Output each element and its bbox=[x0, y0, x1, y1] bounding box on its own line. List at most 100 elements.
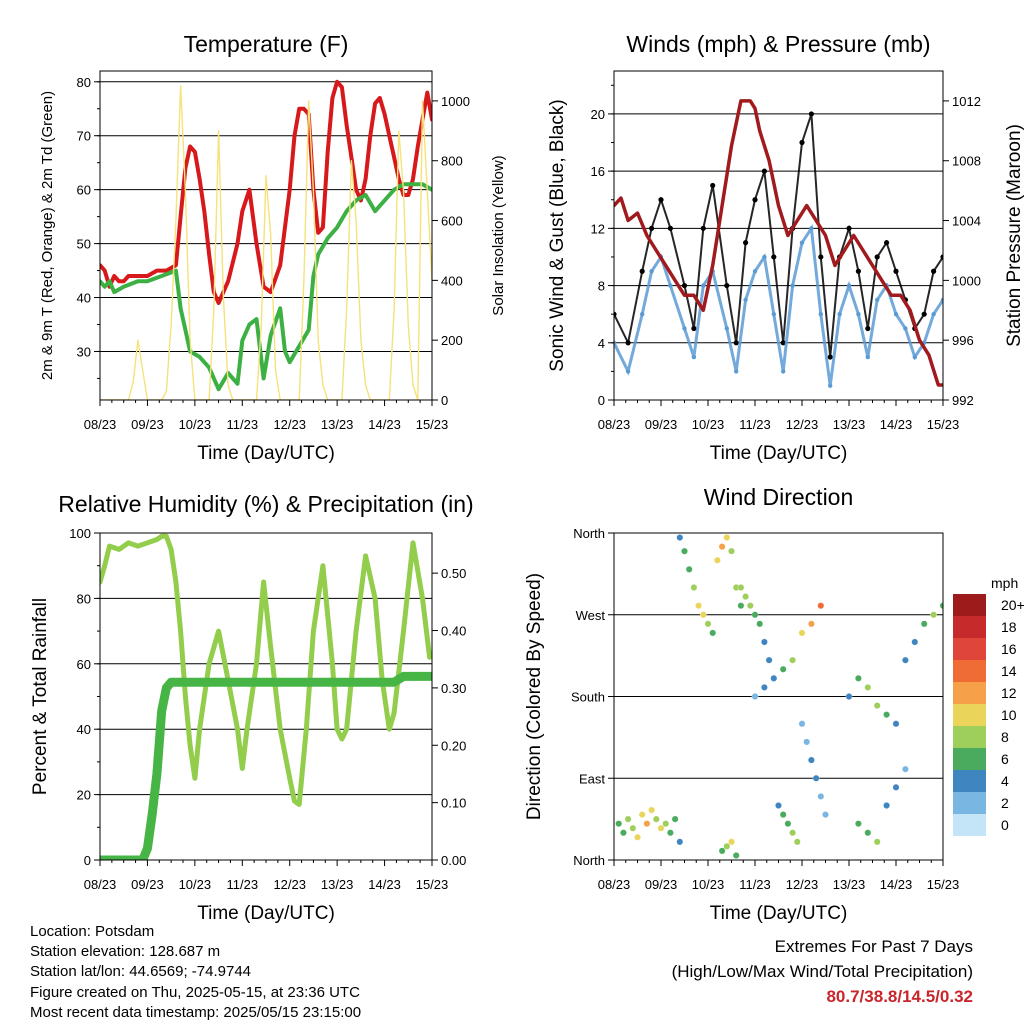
y-tick-label: 60 bbox=[77, 657, 91, 672]
direction-point bbox=[676, 534, 684, 541]
solar-line bbox=[100, 85, 432, 400]
x-tick-label: 13/23 bbox=[321, 417, 354, 432]
y-axis-label: Direction (Colored By Speed) bbox=[524, 573, 545, 820]
direction-point bbox=[920, 620, 928, 628]
direction-point bbox=[742, 593, 749, 600]
direction-point bbox=[817, 793, 825, 800]
y-tick-label: 80 bbox=[77, 75, 91, 90]
direction-point bbox=[883, 711, 890, 719]
direction-point bbox=[883, 802, 890, 809]
direction-point bbox=[657, 824, 665, 832]
y-tick-label: 30 bbox=[77, 344, 91, 359]
y-tick-label: West bbox=[576, 608, 606, 623]
extremes-box: Extremes For Past 7 Days (High/Low/Max W… bbox=[672, 934, 973, 1009]
direction-point bbox=[798, 629, 806, 637]
colorbar-swatch bbox=[953, 594, 986, 616]
x-tick-label: 09/23 bbox=[131, 417, 164, 432]
direction-point bbox=[855, 674, 862, 682]
direction-point bbox=[873, 702, 881, 709]
direction-point bbox=[652, 815, 660, 823]
colorbar-label: 6 bbox=[1001, 751, 1009, 767]
x-tick-label: 09/23 bbox=[645, 417, 678, 432]
direction-point bbox=[789, 656, 796, 664]
y2-axis-label: Station Pressure (Maroon) bbox=[1004, 124, 1024, 347]
y2-tick-label: 0.10 bbox=[441, 796, 466, 811]
y2-tick-label: 600 bbox=[441, 214, 463, 229]
x-tick-label: 11/23 bbox=[739, 877, 771, 892]
colorbar-swatch bbox=[953, 726, 986, 748]
extremes-title: Extremes For Past 7 Days bbox=[774, 937, 973, 956]
gust-line bbox=[614, 113, 943, 358]
direction-point bbox=[699, 611, 707, 619]
x-tick-label: 15/23 bbox=[927, 417, 960, 432]
direction-point bbox=[615, 820, 623, 828]
y2-tick-label: 1004 bbox=[952, 214, 981, 229]
colorbar-label: 4 bbox=[1001, 773, 1009, 789]
colorbar-label: 20+ bbox=[1001, 597, 1024, 613]
colorbar-swatch bbox=[953, 638, 986, 660]
colorbar-swatch bbox=[953, 814, 986, 836]
x-tick-label: 10/23 bbox=[179, 877, 212, 892]
y-tick-label: South bbox=[571, 690, 605, 705]
direction-point bbox=[643, 820, 651, 828]
x-tick-label: 10/23 bbox=[179, 417, 212, 432]
direction-point bbox=[723, 843, 731, 850]
station-info: Location: Potsdam Station elevation: 128… bbox=[30, 922, 361, 1023]
direction-point bbox=[629, 824, 637, 832]
plot-area bbox=[615, 534, 943, 859]
direction-point bbox=[718, 847, 726, 855]
direction-point bbox=[812, 774, 820, 782]
y2-axis-label: Solar Insolation (Yellow) bbox=[490, 155, 507, 315]
x-tick-label: 13/23 bbox=[833, 417, 866, 432]
x-tick-label: 09/23 bbox=[131, 877, 164, 892]
colorbar-swatch bbox=[953, 770, 986, 792]
y2-tick-label: 0.30 bbox=[441, 681, 466, 696]
direction-point bbox=[695, 602, 702, 610]
y2-tick-label: 0.50 bbox=[441, 566, 466, 581]
y-tick-label: 0 bbox=[598, 393, 605, 408]
direction-point bbox=[751, 611, 759, 619]
y-tick-label: 80 bbox=[77, 591, 91, 606]
x-tick-label: 13/23 bbox=[833, 877, 866, 892]
direction-point bbox=[685, 565, 693, 573]
y2-tick-label: 996 bbox=[952, 333, 974, 348]
y-tick-label: 16 bbox=[591, 164, 605, 179]
direction-point bbox=[808, 620, 815, 628]
direction-point bbox=[718, 543, 726, 550]
x-tick-label: 11/23 bbox=[226, 417, 258, 432]
y-axis-label: Percent & Total Rainfall bbox=[30, 598, 51, 795]
extremes-values: 80.7/38.8/14.5/0.32 bbox=[826, 987, 973, 1006]
dewpoint-line bbox=[100, 182, 432, 392]
y2-tick-label: 0.20 bbox=[441, 738, 466, 753]
extremes-subtitle: (High/Low/Max Wind/Total Precipitation) bbox=[671, 962, 973, 981]
direction-point bbox=[765, 656, 773, 664]
x-tick-label: 12/23 bbox=[786, 417, 819, 432]
direction-point bbox=[751, 693, 759, 700]
direction-point bbox=[793, 838, 801, 846]
direction-point bbox=[911, 638, 919, 646]
chart-title: Wind Direction bbox=[704, 484, 854, 510]
x-axis-label: Time (Day/UTC) bbox=[710, 903, 848, 924]
direction-point bbox=[709, 629, 717, 637]
x-tick-label: 15/23 bbox=[927, 877, 960, 892]
direction-point bbox=[648, 806, 655, 814]
x-axis: 08/23 09/23 10/23 11/23 12/23 13/23 14/23 15/23 bbox=[598, 400, 960, 432]
wind-line bbox=[614, 223, 943, 386]
y-tick-label: North bbox=[573, 526, 605, 541]
plot-frame bbox=[99, 70, 433, 401]
y2-tick-label: 1000 bbox=[441, 94, 470, 109]
y2-tick-label: 1008 bbox=[952, 154, 981, 169]
x-tick-label: 08/23 bbox=[598, 877, 631, 892]
colorbar-swatch bbox=[953, 792, 986, 814]
x-tick-label: 14/23 bbox=[368, 877, 401, 892]
y-axis-left: North East South West North bbox=[571, 526, 614, 868]
y-tick-label: 12 bbox=[591, 221, 605, 236]
plot-area bbox=[100, 79, 432, 400]
y-tick-label: 20 bbox=[77, 788, 91, 803]
direction-point bbox=[864, 684, 872, 691]
y-tick-label: 8 bbox=[598, 279, 605, 294]
y2-tick-label: 1012 bbox=[952, 94, 981, 109]
y-tick-label: North bbox=[573, 853, 605, 868]
colorbar-label: 0 bbox=[1001, 817, 1009, 833]
direction-point bbox=[737, 602, 745, 610]
